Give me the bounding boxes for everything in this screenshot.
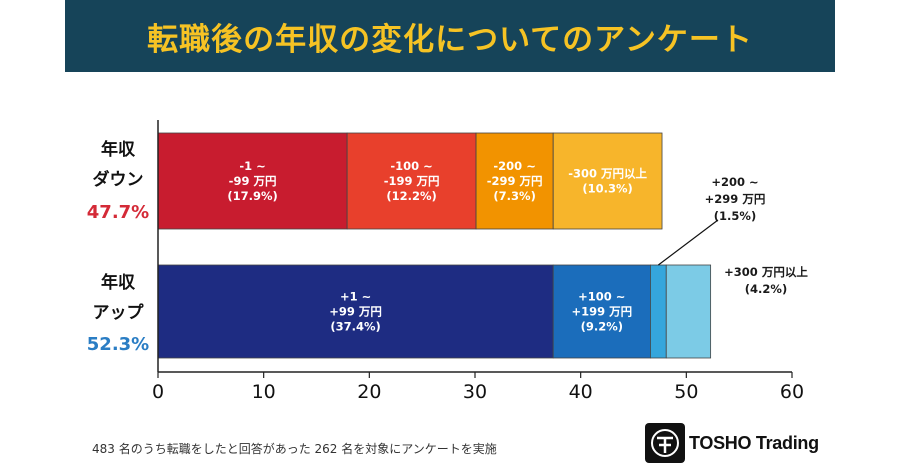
segment-label: (9.2%) xyxy=(581,320,623,334)
callout-label: +299 万円 xyxy=(705,192,766,206)
category-total: 47.7% xyxy=(87,202,149,223)
segment-label: +100 ~ xyxy=(578,290,625,304)
x-tick-label: 50 xyxy=(674,381,698,403)
segment-label: -300 万円以上 xyxy=(568,167,647,181)
bar-segment xyxy=(157,132,348,230)
category-label: 年収 xyxy=(101,272,136,293)
segment-label: +199 万円 xyxy=(571,305,632,319)
chart-title: 転職後の年収の変化についてのアンケート xyxy=(147,21,753,58)
segment-label: (12.2%) xyxy=(386,189,436,203)
callout-label: +200 ~ xyxy=(711,175,758,189)
segment-label: -299 万円 xyxy=(487,174,543,188)
bar-segment xyxy=(552,264,651,359)
company-logo: TOSHO Trading xyxy=(645,422,819,464)
callout-label: (4.2%) xyxy=(745,282,787,296)
bar-segment xyxy=(157,264,554,359)
segment-label: +1 ~ xyxy=(340,290,371,304)
bar-segment xyxy=(475,132,554,230)
bar-segment xyxy=(650,264,667,359)
segment-label: -99 万円 xyxy=(229,174,277,188)
survey-footnote: 483 名のうち転職をしたと回答があった 262 名を対象にアンケートを実施 xyxy=(92,442,497,456)
segment-label: (17.9%) xyxy=(227,189,277,203)
callout-label: (1.5%) xyxy=(714,209,756,223)
x-tick-label: 60 xyxy=(780,381,804,403)
category-label: 年収 xyxy=(101,139,136,160)
segment-label: (7.3%) xyxy=(493,189,535,203)
segment-label: -1 ~ xyxy=(239,159,265,173)
x-tick-label: 10 xyxy=(252,381,276,403)
callout-leader xyxy=(657,219,719,266)
title-banner: 転職後の年収の変化についてのアンケート xyxy=(65,0,835,72)
category-label: アップ xyxy=(93,302,145,323)
segment-label: -200 ~ xyxy=(493,159,535,173)
category-total: 52.3% xyxy=(87,334,149,355)
callout-label: +300 万円以上 xyxy=(724,265,808,279)
bar-segment xyxy=(665,264,712,359)
tosho-seal-icon xyxy=(645,423,685,463)
segment-label: +99 万円 xyxy=(329,305,382,319)
category-label: ダウン xyxy=(93,169,144,190)
segment-label: -100 ~ xyxy=(390,159,432,173)
segment-label: (10.3%) xyxy=(582,182,632,196)
logo-text: TOSHO Trading xyxy=(689,432,819,453)
x-tick-label: 40 xyxy=(569,381,593,403)
segment-label: -199 万円 xyxy=(384,174,440,188)
x-tick-label: 0 xyxy=(152,381,164,403)
bar-segment xyxy=(552,132,663,230)
segment-label: (37.4%) xyxy=(330,320,380,334)
x-tick-label: 20 xyxy=(357,381,381,403)
x-tick-label: 30 xyxy=(463,381,487,403)
